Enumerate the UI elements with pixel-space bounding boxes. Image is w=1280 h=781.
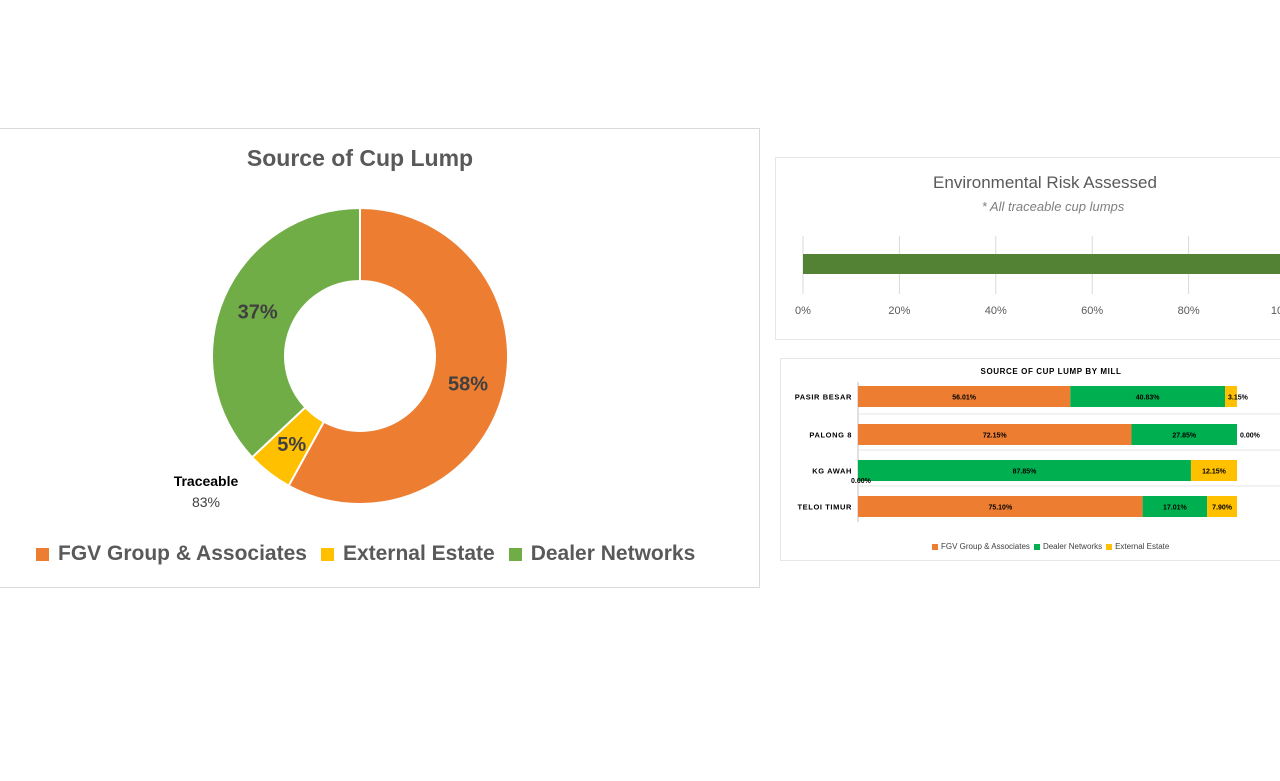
mill-bar-segment xyxy=(1190,460,1237,481)
legend-label-external-estate: External Estate xyxy=(342,542,495,565)
legend-item-dealer-networks: Dealer Networks xyxy=(508,542,696,566)
mill-bar-segment xyxy=(1225,386,1237,407)
mill-legend: FGV Group & Associates Dealer Networks E… xyxy=(932,542,1173,551)
mill-data-label: 56.01% xyxy=(952,395,977,402)
mill-data-label: 87.85% xyxy=(1013,469,1038,476)
mill-legend-swatch-fgv xyxy=(932,543,938,550)
mill-legend-swatch-external-estate xyxy=(1106,543,1113,550)
donut-label-external-estate: 5% xyxy=(277,434,306,456)
mill-bar-segment xyxy=(1070,386,1226,407)
env-tick-label: 80% xyxy=(1178,305,1200,317)
env-tick-label: 20% xyxy=(888,305,910,317)
mill-legend-label-fgv: FGV Group & Associates xyxy=(941,542,1030,551)
donut-label-fgv-group-associates: 58% xyxy=(448,374,488,396)
mill-bar-segment xyxy=(1142,496,1208,517)
mill-category-label: PASIR BESAR xyxy=(795,393,852,402)
mill-data-label: 72.15% xyxy=(983,433,1008,440)
mill-data-label: 40.83% xyxy=(1136,395,1161,402)
mill-data-label: 0.00% xyxy=(1240,433,1261,440)
env-tick-label: 100% xyxy=(1271,305,1280,317)
legend-swatch-fgv xyxy=(36,547,49,561)
donut-chart-title: Source of Cup Lump xyxy=(247,145,473,171)
mill-data-label: 0.00% xyxy=(851,478,872,485)
legend-swatch-external-estate xyxy=(320,547,334,561)
mill-legend-item-dealer-networks: Dealer Networks xyxy=(1033,542,1103,551)
environmental-risk-panel xyxy=(775,157,1280,340)
env-tick-label: 0% xyxy=(795,305,811,317)
mill-category-label: PALONG 8 xyxy=(809,431,852,440)
donut-label-dealer-networks: 37% xyxy=(238,302,278,324)
mill-bar-segment xyxy=(1207,496,1238,517)
donut-slice-fgv-group-associates xyxy=(287,206,509,505)
mill-data-label: 17.01% xyxy=(1163,505,1188,512)
legend-item-fgv: FGV Group & Associates xyxy=(36,542,307,566)
mill-legend-swatch-dealer-networks xyxy=(1033,543,1040,550)
mill-bar-segment xyxy=(858,460,1191,481)
mill-legend-label-dealer-networks: Dealer Networks xyxy=(1042,542,1103,551)
mill-chart-title: SOURCE OF CUP LUMP BY MILL xyxy=(981,367,1122,376)
legend-label-dealer-networks: Dealer Networks xyxy=(530,542,696,565)
legend-swatch-dealer-networks xyxy=(508,547,522,561)
env-tick-label: 60% xyxy=(1081,305,1103,317)
donut-chart-panel xyxy=(0,128,760,588)
mill-legend-item-fgv: FGV Group & Associates xyxy=(932,542,1030,551)
traceable-label: Traceable xyxy=(174,473,239,489)
mill-data-label: 3.15% xyxy=(1228,395,1249,402)
mill-data-label: 27.85% xyxy=(1172,433,1197,440)
mill-legend-item-external-estate: External Estate xyxy=(1106,542,1169,551)
env-tick-label: 40% xyxy=(985,305,1007,317)
mill-data-label: 7.90% xyxy=(1212,505,1233,512)
mill-data-label: 12.15% xyxy=(1202,469,1227,476)
mill-data-label: 75.10% xyxy=(988,505,1013,512)
environmental-risk-subtitle: * All traceable cup lumps xyxy=(982,199,1125,214)
legend-item-external-estate: External Estate xyxy=(320,542,495,566)
mill-bar-segment xyxy=(1131,424,1237,445)
mill-bar-segment xyxy=(858,386,1071,407)
mill-legend-label-external-estate: External Estate xyxy=(1115,542,1170,551)
env-bar xyxy=(803,254,1280,274)
environmental-risk-title: Environmental Risk Assessed xyxy=(933,173,1157,192)
mill-category-label: KG AWAH xyxy=(812,467,852,476)
donut-slice-dealer-networks xyxy=(211,206,361,459)
donut-legend: FGV Group & Associates External Estate D… xyxy=(36,542,709,566)
mill-category-label: TELOI TIMUR xyxy=(797,503,852,512)
mill-bar-segment xyxy=(858,496,1143,517)
mill-bar-segment xyxy=(858,424,1132,445)
traceable-value: 83% xyxy=(192,494,220,510)
legend-label-fgv: FGV Group & Associates xyxy=(58,542,307,565)
